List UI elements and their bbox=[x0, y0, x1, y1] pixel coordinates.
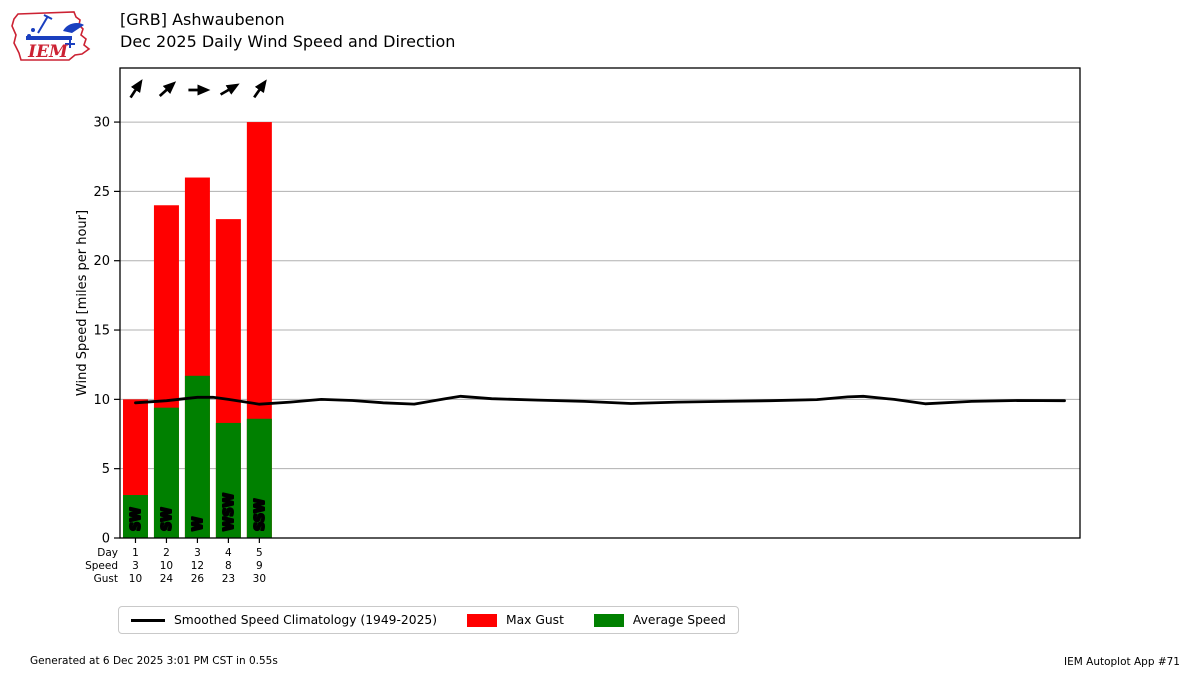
table-cell: 10 bbox=[129, 573, 142, 585]
direction-label: SSW bbox=[253, 499, 268, 531]
iem-logo-graphic: IEM bbox=[11, 11, 91, 62]
table-row-label: Speed bbox=[85, 560, 118, 572]
direction-labels: SW SW W WSW SSW bbox=[128, 492, 269, 532]
table-cell: 24 bbox=[160, 573, 174, 585]
table-cell: 12 bbox=[191, 560, 204, 572]
direction-label: SW bbox=[129, 507, 144, 531]
legend-label-max-gust: Max Gust bbox=[506, 613, 564, 627]
avg-speed-bars bbox=[122, 375, 272, 538]
wind-arrow-icon bbox=[158, 81, 177, 98]
avg-speed-bar bbox=[122, 495, 148, 538]
avg-speed-bar bbox=[215, 422, 241, 538]
wind-direction-arrows bbox=[129, 79, 267, 99]
grid-lines bbox=[120, 121, 1080, 470]
page-title: [GRB] Ashwaubenon bbox=[120, 10, 285, 29]
table-cell: 1 bbox=[132, 547, 139, 559]
generated-at-text: Generated at 6 Dec 2025 3:01 PM CST in 0… bbox=[30, 655, 278, 667]
table-cell: 3 bbox=[132, 560, 139, 572]
table-cell: 23 bbox=[222, 573, 235, 585]
wind-arrow-icon bbox=[253, 79, 267, 99]
average-speed-swatch bbox=[593, 613, 624, 627]
wind-arrow-icon bbox=[219, 83, 240, 96]
direction-label: WSW bbox=[222, 493, 237, 531]
max-gust-swatch bbox=[467, 613, 498, 627]
app-credit-text: IEM Autoplot App #71 bbox=[1064, 656, 1180, 668]
y-tick-label: 25 bbox=[93, 185, 110, 200]
direction-label: SW bbox=[160, 507, 175, 531]
y-tick-label: 10 bbox=[93, 393, 110, 408]
legend-item-climatology: Smoothed Speed Climatology (1949-2025) bbox=[131, 613, 437, 627]
y-tick-label: 30 bbox=[93, 116, 110, 131]
y-tick-label: 0 bbox=[102, 532, 110, 547]
climatology-line bbox=[134, 394, 1066, 406]
y-tick-label: 20 bbox=[93, 254, 110, 269]
table-cell: 5 bbox=[256, 547, 263, 559]
table-cell: 26 bbox=[191, 573, 205, 585]
avg-speed-bar bbox=[184, 375, 210, 538]
iowa-outline-icon bbox=[11, 11, 91, 61]
table-cell: 30 bbox=[253, 573, 266, 585]
table-cell: 9 bbox=[256, 560, 263, 572]
legend-label-climatology: Smoothed Speed Climatology (1949-2025) bbox=[174, 613, 438, 627]
direction-label: W bbox=[191, 517, 206, 531]
avg-speed-bar bbox=[246, 418, 272, 538]
legend: Smoothed Speed Climatology (1949-2025) M… bbox=[118, 606, 739, 634]
table-cell: 10 bbox=[160, 560, 173, 572]
y-axis-title: Wind Speed [miles per hour] bbox=[75, 210, 90, 396]
legend-label-average-speed: Average Speed bbox=[632, 613, 726, 627]
avg-speed-bar bbox=[153, 407, 179, 538]
y-axis: 0 5 10 15 20 25 30 bbox=[93, 116, 120, 547]
y-axis-title-group: Wind Speed [miles per hour] bbox=[75, 210, 90, 396]
iem-logo-text: IEM bbox=[27, 42, 69, 62]
legend-item-average-speed: Average Speed bbox=[593, 613, 726, 627]
table-cell: 2 bbox=[163, 547, 170, 559]
y-tick-label: 15 bbox=[93, 324, 110, 339]
wind-arrow-icon bbox=[129, 79, 143, 99]
legend-item-max-gust: Max Gust bbox=[467, 613, 564, 627]
x-axis bbox=[134, 538, 260, 543]
iem-logo: IEM bbox=[8, 7, 96, 65]
wind-vane-icon bbox=[26, 14, 84, 48]
plot-border bbox=[119, 67, 1081, 539]
table-row-label: Gust bbox=[94, 573, 118, 585]
table-cell: 3 bbox=[194, 547, 201, 559]
climatology-line-swatch bbox=[131, 618, 165, 622]
table-cell: 4 bbox=[225, 547, 232, 559]
table-cell: 8 bbox=[225, 560, 232, 572]
header: [GRB] Ashwaubenon Dec 2025 Daily Wind Sp… bbox=[120, 9, 455, 53]
page-subtitle: Dec 2025 Daily Wind Speed and Direction bbox=[120, 32, 456, 51]
table-row-label: Day bbox=[97, 547, 118, 559]
y-tick-label: 5 bbox=[102, 462, 110, 477]
